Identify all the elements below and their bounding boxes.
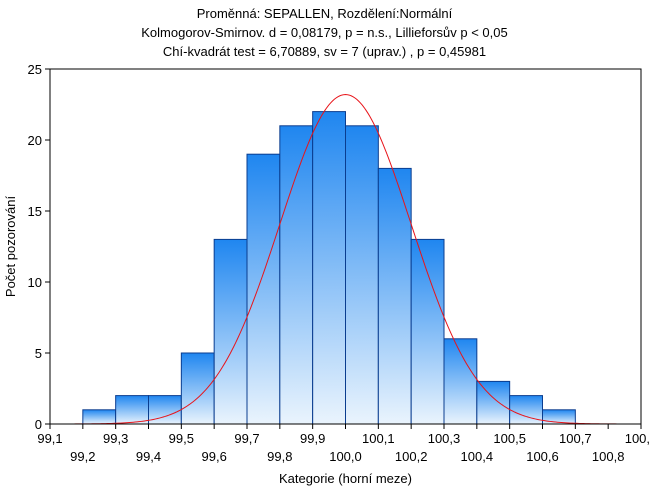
- y-tick-label: 20: [28, 133, 42, 148]
- y-axis-title: Počet pozorování: [3, 196, 18, 298]
- y-tick-label: 5: [35, 346, 42, 361]
- histogram-bar: [410, 238, 445, 425]
- y-tick-label: 15: [28, 204, 42, 219]
- y-axis: 0 5 10 15 20 25: [28, 62, 50, 432]
- x-tick-label: 99,7: [234, 431, 259, 446]
- x-tick-label: 100,7: [559, 431, 592, 446]
- histogram-bars: [82, 111, 576, 425]
- y-tick-label: 25: [28, 62, 42, 77]
- x-tick-label: 99,5: [169, 431, 194, 446]
- histogram-bar: [246, 153, 281, 425]
- x-tick-label: 99,2: [70, 449, 95, 464]
- x-tick-label: 100,8: [592, 449, 625, 464]
- x-tick-label: 100,9: [625, 431, 649, 446]
- chart-title-line-2: Kolmogorov-Smirnov. d = 0,08179, p = n.s…: [141, 25, 508, 40]
- chart-title-line-1: Proměnná: SEPALLEN, Rozdělení:Normální: [196, 6, 453, 21]
- x-tick-label: 100,2: [395, 449, 428, 464]
- y-tick-label: 0: [35, 417, 42, 432]
- histogram-bar: [312, 111, 346, 425]
- histogram-bar: [279, 125, 314, 425]
- histogram-bar: [115, 395, 149, 425]
- x-tick-label: 99,3: [103, 431, 128, 446]
- x-tick-label: 99,8: [267, 449, 292, 464]
- x-tick-label: 99,4: [136, 449, 161, 464]
- x-axis-title: Kategorie (horní meze): [279, 471, 412, 486]
- x-tick-label: 100,5: [493, 431, 526, 446]
- x-tick-label: 99,1: [37, 431, 62, 446]
- histogram-bar: [180, 352, 215, 425]
- normal-fit-curve: [66, 94, 625, 425]
- x-tick-label: 100,1: [362, 431, 395, 446]
- histogram-bar: [82, 409, 117, 425]
- histogram-bar: [443, 338, 478, 425]
- x-tick-label: 99,9: [300, 431, 325, 446]
- histogram-bar: [345, 125, 379, 425]
- chart-title-line-3: Chí-kvadrát test = 6,70889, sv = 7 (upra…: [162, 44, 487, 59]
- histogram-bar: [476, 380, 511, 425]
- y-tick-label: 10: [28, 275, 42, 290]
- x-tick-label: 100,3: [428, 431, 461, 446]
- x-tick-label: 100,6: [526, 449, 559, 464]
- histogram-bar: [377, 167, 412, 425]
- histogram-bar: [213, 238, 248, 425]
- x-axis: 99,1 99,3 99,5 99,7 99,9 100,1 100,3 100,5 100,7…: [37, 424, 649, 464]
- x-tick-label: 100,4: [461, 449, 494, 464]
- x-tick-label: 100,0: [329, 449, 362, 464]
- x-tick-label: 99,6: [202, 449, 227, 464]
